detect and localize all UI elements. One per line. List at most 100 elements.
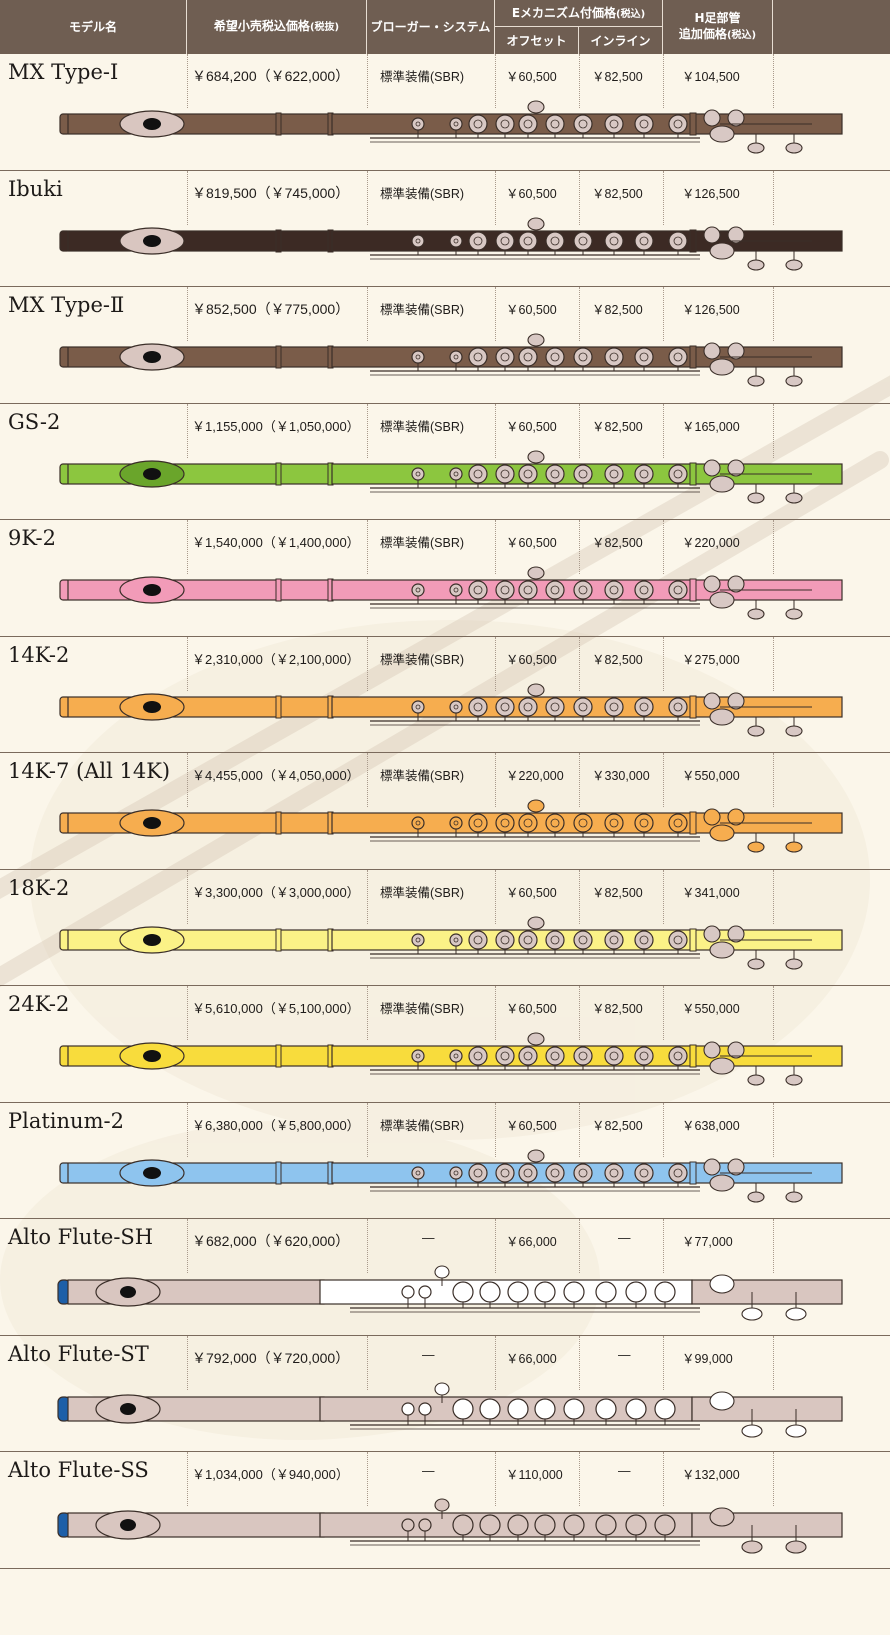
brogger-system: — (422, 1231, 435, 1245)
tone-key (495, 1162, 515, 1183)
retail-price: ￥1,155,000（￥1,050,000） (192, 418, 360, 434)
brogger-system: 標準装備(SBR) (380, 303, 465, 317)
row-divider (0, 402, 890, 404)
tone-key (518, 463, 538, 484)
flute-illustration (59, 100, 843, 154)
tone-key (449, 350, 463, 364)
tone-key (518, 1046, 538, 1066)
model-name: Platinum-2 (8, 1108, 124, 1133)
tone-key (449, 233, 463, 248)
tone-key (595, 1514, 617, 1536)
tone-key (468, 1162, 488, 1183)
tone-key (604, 929, 624, 950)
tone-key (449, 699, 463, 714)
tone-key (411, 816, 425, 830)
tone-key (668, 580, 688, 600)
model-name: Ibuki (8, 176, 63, 201)
tone-key (573, 1046, 593, 1066)
header-brogger-system: ブローガー・システム (367, 0, 495, 54)
tone-key (573, 1162, 593, 1183)
headjoint (67, 346, 331, 368)
offset-price: ￥60,500 (506, 419, 557, 434)
tone-key (604, 813, 624, 833)
h-foot-price: ￥126,500 (682, 303, 740, 317)
tone-key (668, 696, 688, 717)
tone-key (545, 1046, 565, 1066)
inline-price: — (618, 1464, 631, 1478)
tone-key (634, 696, 654, 717)
tone-key (411, 466, 425, 481)
model-name: 18K-2 (8, 875, 70, 900)
embouchure-hole (143, 351, 161, 363)
h-foot-price: ￥104,500 (682, 70, 740, 84)
tone-key (545, 580, 565, 600)
embouchure-hole (143, 118, 161, 130)
retail-price: ￥684,200（￥622,000） (192, 68, 350, 84)
tone-key (449, 117, 463, 131)
tone-key (668, 230, 688, 251)
tone-key (411, 932, 425, 947)
row-divider (0, 1451, 890, 1452)
tone-key (563, 1514, 585, 1536)
row-divider (0, 286, 890, 287)
offset-price: ￥60,500 (506, 303, 557, 317)
retail-price: ￥2,310,000（￥2,100,000） (192, 651, 360, 667)
embouchure-hole (120, 1519, 136, 1531)
offset-price: ￥66,000 (506, 1351, 557, 1366)
tone-key (468, 347, 488, 367)
brogger-system: 標準装備(SBR) (380, 1118, 465, 1133)
tone-key (654, 1281, 676, 1303)
tone-key (634, 580, 654, 600)
tone-key (604, 580, 624, 600)
embouchure-hole (120, 1286, 136, 1298)
inline-price: ￥82,500 (592, 652, 643, 667)
tone-key (411, 583, 425, 597)
h-foot-price: ￥341,000 (682, 885, 740, 900)
retail-price: ￥819,500（￥745,000） (192, 184, 350, 201)
header-blank (773, 0, 890, 54)
tone-key (468, 463, 488, 484)
brogger-system: 標準装備(SBR) (380, 70, 465, 84)
row-divider (0, 1334, 890, 1336)
row-divider (0, 1218, 890, 1219)
retail-price: ￥792,000（￥720,000） (192, 1349, 350, 1366)
header-offset: オフセット (495, 27, 579, 54)
tone-key (495, 929, 515, 950)
embouchure-hole (143, 817, 161, 829)
tone-key (604, 696, 624, 717)
tone-key (604, 230, 624, 251)
table-row: MX Type-Ⅱ ￥852,500（￥775,000） 標準装備(SBR) ￥60,… (0, 287, 890, 408)
tone-key (595, 1397, 617, 1420)
inline-price: ￥330,000 (592, 769, 650, 783)
tone-key (573, 580, 593, 600)
brogger-system: 標準装備(SBR) (380, 536, 465, 550)
alto-flute-illustration (57, 1381, 843, 1438)
table-row: Platinum-2 ￥6,380,000（￥5,800,000） 標準装備(SBR… (0, 1102, 890, 1224)
h-foot-price: ￥132,000 (682, 1468, 740, 1482)
tone-key (545, 696, 565, 717)
retail-price: ￥6,380,000（￥5,800,000） (192, 1117, 360, 1133)
inline-price: ￥82,500 (592, 1002, 643, 1016)
offset-price: ￥60,500 (506, 1002, 557, 1016)
inline-price: ￥82,500 (592, 885, 643, 900)
model-name: Alto Flute-SH (8, 1225, 154, 1249)
flute-illustration (59, 216, 843, 271)
tone-key (479, 1281, 501, 1303)
model-name: Alto Flute-ST (8, 1341, 149, 1366)
flute-illustration (59, 449, 843, 504)
headjoint (67, 579, 331, 601)
row-divider (0, 635, 890, 637)
model-name: GS-2 (8, 409, 61, 434)
tone-key (449, 1049, 463, 1063)
inline-price: — (618, 1347, 631, 1362)
tone-key (495, 230, 515, 251)
tone-key (604, 114, 624, 134)
brogger-system: 標準装備(SBR) (380, 186, 465, 201)
tone-key (545, 813, 565, 833)
tone-key (518, 230, 538, 251)
alto-flute-illustration (57, 1265, 843, 1321)
brogger-system: 標準装備(SBR) (380, 652, 465, 667)
flute-illustration (59, 799, 843, 853)
tone-key (668, 929, 688, 950)
tone-key (418, 1401, 432, 1416)
